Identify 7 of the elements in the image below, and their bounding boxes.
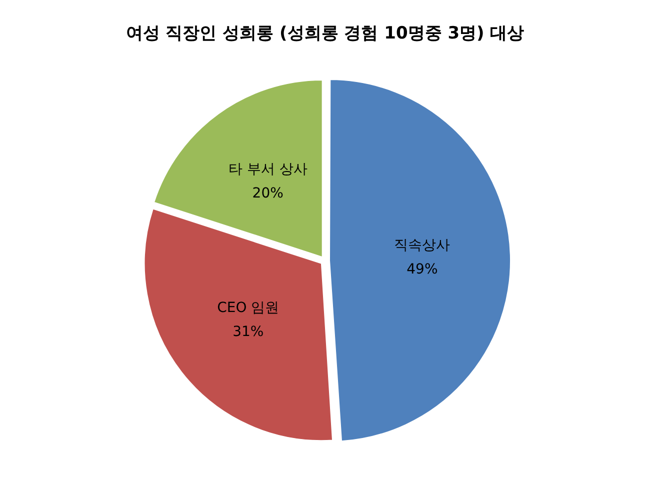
slice-label: 타 부서 상사 — [228, 162, 308, 178]
chart-title: 여성 직장인 성희롱 (성희롱 경험 10명중 3명) 대상 — [126, 24, 524, 44]
data-label: 31% — [232, 324, 264, 340]
slice-label: 직속상사 — [394, 237, 450, 254]
slice-label: CEO 임원 — [217, 300, 280, 316]
data-label: 20% — [252, 186, 284, 202]
data-label: 49% — [406, 261, 438, 278]
